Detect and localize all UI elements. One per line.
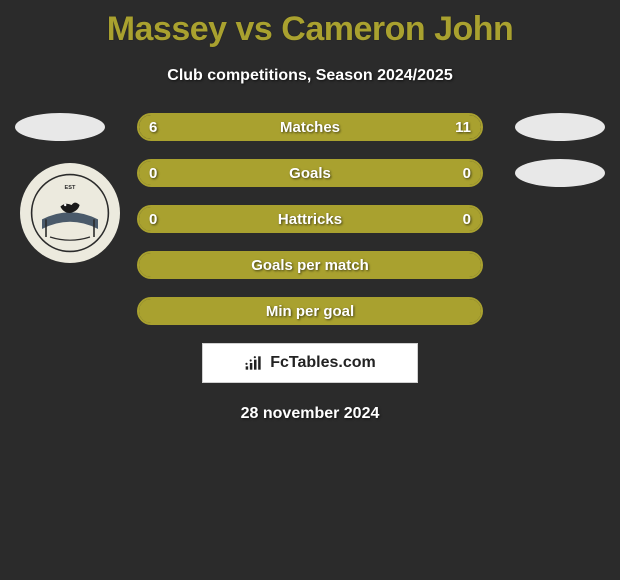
stat-bar: 0 Hattricks 0 bbox=[137, 205, 483, 233]
stat-row: Goals per match bbox=[0, 251, 620, 279]
stat-bar: 0 Goals 0 bbox=[137, 159, 483, 187]
right-badge-slot bbox=[510, 113, 610, 141]
stat-bar: Min per goal bbox=[137, 297, 483, 325]
stats-area: EST 6 Matches 11 0 Goals bbox=[0, 113, 620, 325]
stat-value-right: 0 bbox=[463, 165, 471, 182]
comparison-infographic: Massey vs Cameron John Club competitions… bbox=[0, 0, 620, 423]
stat-value-right: 11 bbox=[455, 119, 471, 136]
brand-card[interactable]: FcTables.com bbox=[202, 343, 418, 383]
stat-label: Goals per match bbox=[251, 257, 369, 274]
page-title: Massey vs Cameron John bbox=[0, 0, 620, 49]
player-marker-left bbox=[15, 113, 105, 141]
stat-value-left: 0 bbox=[149, 211, 157, 228]
stat-value-left: 6 bbox=[149, 119, 157, 136]
player-marker-right bbox=[515, 113, 605, 141]
right-badge-slot bbox=[510, 159, 610, 187]
stat-value-left: 0 bbox=[149, 165, 157, 182]
stat-row: 0 Hattricks 0 bbox=[0, 205, 620, 233]
left-badge-slot bbox=[10, 113, 110, 141]
brand-logo-icon bbox=[244, 354, 264, 372]
stat-bar: 6 Matches 11 bbox=[137, 113, 483, 141]
date-text: 28 november 2024 bbox=[0, 405, 620, 423]
stat-row: Min per goal bbox=[0, 297, 620, 325]
page-subtitle: Club competitions, Season 2024/2025 bbox=[0, 67, 620, 85]
stat-row: 0 Goals 0 bbox=[0, 159, 620, 187]
stat-value-right: 0 bbox=[463, 211, 471, 228]
stat-row: 6 Matches 11 bbox=[0, 113, 620, 141]
player-marker-right bbox=[515, 159, 605, 187]
stat-label: Goals bbox=[289, 165, 331, 182]
stat-label: Matches bbox=[280, 119, 340, 136]
stat-label: Hattricks bbox=[278, 211, 342, 228]
stat-label: Min per goal bbox=[266, 303, 354, 320]
stat-bar: Goals per match bbox=[137, 251, 483, 279]
brand-text: FcTables.com bbox=[270, 354, 376, 372]
